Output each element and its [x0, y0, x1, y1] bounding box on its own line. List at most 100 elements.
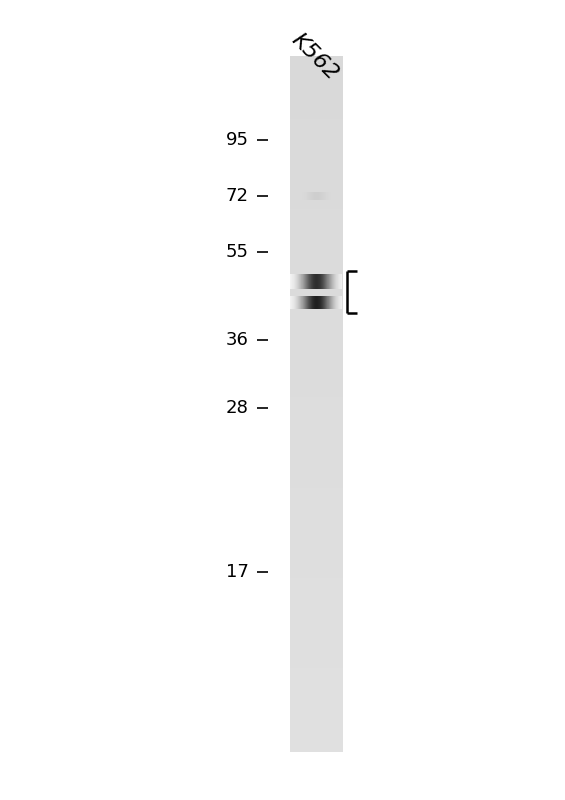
Bar — [290, 550, 344, 557]
Bar — [290, 696, 344, 703]
Bar — [290, 167, 344, 174]
Bar — [290, 334, 344, 342]
Bar — [290, 453, 344, 460]
Bar — [290, 738, 344, 745]
Bar — [290, 502, 344, 509]
Bar — [290, 606, 344, 613]
Bar — [290, 536, 344, 543]
Bar — [290, 690, 344, 696]
Bar — [290, 620, 344, 626]
Bar — [290, 438, 344, 446]
Bar — [290, 418, 344, 425]
Bar — [290, 522, 344, 530]
Bar — [290, 466, 344, 474]
Bar — [290, 397, 344, 404]
Bar — [290, 84, 344, 90]
Bar — [290, 669, 344, 675]
Bar — [290, 571, 344, 578]
Bar — [290, 369, 344, 376]
Bar — [290, 63, 344, 70]
Bar — [290, 327, 344, 334]
Bar — [290, 362, 344, 369]
Text: 36: 36 — [226, 331, 249, 349]
Bar — [290, 724, 344, 731]
Bar — [290, 258, 344, 265]
Bar — [290, 139, 344, 146]
Bar — [290, 662, 344, 669]
Bar — [290, 634, 344, 641]
Bar — [290, 487, 344, 494]
Bar — [290, 126, 344, 133]
Bar — [290, 306, 344, 314]
Bar — [290, 182, 344, 188]
Bar — [290, 564, 344, 571]
Text: 55: 55 — [225, 243, 249, 261]
Bar — [290, 626, 344, 634]
Bar — [290, 105, 344, 112]
Bar — [290, 592, 344, 599]
Bar — [290, 56, 344, 63]
Bar — [290, 202, 344, 209]
Bar — [290, 133, 344, 139]
Bar — [290, 237, 344, 244]
Bar — [290, 376, 344, 383]
Bar — [290, 209, 344, 216]
Bar — [290, 160, 344, 167]
Bar — [290, 474, 344, 481]
Bar — [290, 675, 344, 682]
Bar — [290, 530, 344, 536]
Bar — [290, 411, 344, 418]
Bar — [290, 682, 344, 690]
Bar — [290, 717, 344, 724]
Bar — [290, 348, 344, 355]
Bar — [290, 654, 344, 662]
Bar — [290, 342, 344, 348]
Text: 28: 28 — [226, 399, 249, 417]
Bar — [290, 585, 344, 592]
Bar — [290, 731, 344, 738]
Bar — [290, 647, 344, 654]
Bar — [290, 481, 344, 487]
Bar — [290, 223, 344, 230]
Bar — [290, 425, 344, 432]
Bar — [290, 70, 344, 77]
Bar — [290, 543, 344, 550]
Bar — [290, 146, 344, 154]
Bar — [290, 293, 344, 299]
Bar — [290, 404, 344, 411]
Text: 17: 17 — [226, 563, 249, 581]
Bar — [290, 494, 344, 502]
Bar — [290, 355, 344, 362]
Text: 72: 72 — [225, 187, 249, 205]
Bar — [290, 390, 344, 397]
Bar — [290, 578, 344, 585]
Bar — [290, 460, 344, 466]
Bar — [290, 286, 344, 293]
Bar — [290, 515, 344, 522]
Bar — [290, 432, 344, 438]
Bar — [290, 154, 344, 160]
Bar — [290, 710, 344, 717]
Bar — [290, 745, 344, 752]
Bar — [290, 703, 344, 710]
Bar — [290, 98, 344, 105]
Bar — [290, 118, 344, 126]
Bar — [290, 278, 344, 286]
Bar — [290, 77, 344, 84]
Bar — [290, 314, 344, 321]
Bar — [290, 599, 344, 606]
Bar — [290, 244, 344, 251]
Bar — [290, 90, 344, 98]
Bar — [290, 272, 344, 278]
Bar — [290, 613, 344, 620]
Bar — [290, 216, 344, 223]
Bar — [290, 56, 344, 752]
Bar — [290, 557, 344, 564]
Bar — [290, 195, 344, 202]
Bar — [290, 230, 344, 237]
Bar — [290, 112, 344, 118]
Bar — [290, 509, 344, 515]
Bar — [290, 188, 344, 195]
Bar — [290, 265, 344, 272]
Bar — [290, 251, 344, 258]
